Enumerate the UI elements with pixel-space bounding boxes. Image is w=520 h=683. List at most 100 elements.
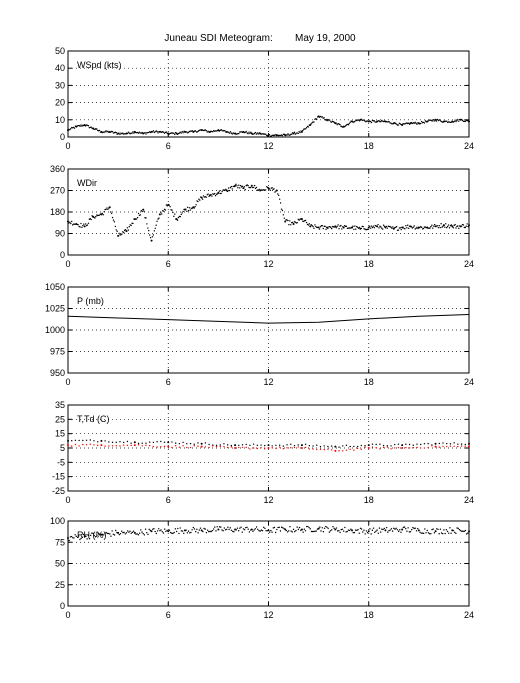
panel-2-series-0-dot-14-5 [188,207,191,209]
panel-5-series-0-dot-3-4 [122,531,124,534]
panel-1-series-0-dot-44-2 [436,118,439,121]
panel-5-series-0-dot-12-5 [273,526,276,529]
panel-5-series-0-dot-19-4 [389,529,391,531]
panel-5-series-0-dot-21-10 [430,533,432,535]
panel-4-series-1-dot-1-8 [130,444,132,447]
panel-5-series-0-dot-12-11 [280,526,283,528]
panel-1-xtick-label-3: 18 [364,141,374,151]
panel-2-series-0-dot-40-5 [406,227,408,229]
panel-5-series-0-dot-15-6 [325,525,327,528]
panel-1-series-0-dot-41-4 [413,122,415,124]
panel-2-series-0-dot-21-8 [250,186,252,189]
panel-5-series-0-dot-11-12 [265,530,267,532]
panel-2-series-0-dot-31-1 [327,227,329,230]
panel-4-series-1-dot-7-7 [327,448,329,450]
panel-4-series-0-dot-11-2 [442,442,444,444]
panel-4-series-1-dot-6-3 [278,446,281,448]
panel-5-series-0-dot-4-5 [140,529,142,531]
panel-4-series-0-dot-9-5 [386,445,389,447]
panel-1-series-0-dot-32-1 [335,122,337,124]
panel-5-series-0-dot-17-5 [357,529,359,531]
panel-5-series-0-dot-9-6 [224,529,227,531]
panel-5-series-0-point-2 [100,533,103,536]
panel-2-series-0-dot-12-5 [172,211,174,214]
panel-5-series-0-dot-19-13 [400,531,402,534]
panel-2-series-0-point-2 [83,225,86,228]
panel-5-series-0-dot-4-1 [135,533,137,535]
panel-5-series-0-point-12 [267,529,270,532]
panel-2-series-0-dot-41-2 [411,227,414,229]
panel-5-series-0-dot-14-11 [314,530,316,533]
panel-4-series-1-dot-3-2 [174,445,177,447]
panel-1-series-0-dot-3-4 [96,128,98,130]
panel-5-series-0-dot-4-9 [144,528,147,530]
panel-5-series-0-dot-21-1 [419,531,421,533]
panel-2-series-0-dot-25-6 [281,209,284,212]
panel-2-series-0-dot-5-6 [114,225,117,228]
panel-4-series-0-dot-8-6 [356,445,359,448]
panel-5-series-0-dot-7-9 [194,530,197,533]
panel-4-ytick-label-4: 15 [55,429,65,439]
panel-5-series-0-dot-23-13 [467,532,469,534]
panel-1-series-0-dot-35-6 [365,121,367,123]
panel-2-series-0-dot-11-7 [165,204,168,206]
panel-2-series-0-dot-37-4 [380,226,382,228]
panel-5-series-0-dot-19-6 [391,530,394,532]
panel-2-series-0-dot-39-8 [400,228,402,231]
panel-5-series-0-dot-3-8 [126,530,129,532]
panel-2-series-0-dot-8-8 [141,210,143,213]
panel-2-series-0-dot-14-1 [185,208,187,210]
panel-5-series-0-dot-1-5 [89,534,92,537]
panel-1-xtick-label-4: 24 [464,141,474,151]
panel-2-series-0-dot-6-8 [124,228,127,231]
panel-4-series-0-dot-1-4 [115,441,117,444]
panel-2-series-0-dot-46-3 [454,223,456,226]
panel-4-series-1-dot-2-6 [156,446,158,448]
panel-2-series-0-dot-38-5 [389,225,391,228]
panel-2-series-0-dot-34-3 [354,225,356,227]
panel-5-series-0-dot-9-3 [221,529,223,531]
panel-4-series-0-dot-5-7 [260,444,262,446]
panel-1-series-0-dot-0-7 [73,127,76,129]
panel-3-ytick-label-3: 1025 [45,304,65,314]
panel-5-series-0-dot-16-7 [342,530,345,532]
panel-5-series-0-dot-18-11 [381,528,383,530]
panel-1-series-0-dot-46-3 [454,119,456,121]
panel-5-series-0-point-6 [167,530,170,533]
panel-2-xtick-label-0: 0 [65,259,70,269]
panel-1-series-0-dot-19-5 [230,132,233,134]
panel-5-series-0-dot-3-5 [123,531,125,534]
panel-1-series-0-dot-21-7 [249,132,251,135]
panel-5-xtick-label-1: 6 [166,610,171,620]
panel-4-ytick-label-1: -15 [52,472,65,482]
panel-5-series-0-dot-11-1 [252,530,254,533]
panel-4-series-0-dot-7-7 [327,445,329,448]
panel-5-series-0-dot-0-1 [68,539,70,542]
panel-1-series-0-dot-22-6 [256,132,259,134]
panel-5-series-0-dot-1-4 [88,538,91,540]
panel-4-series-1-dot-4-6 [223,445,225,448]
panel-5-series-0-dot-3-12 [131,531,134,534]
panel-5-series-0-dot-6-12 [181,530,184,532]
panel-4-series-0-dot-5-2 [241,444,244,446]
panel-5-series-0-dot-6-7 [175,530,178,533]
panel-5-series-0-dot-13-11 [297,528,300,531]
panel-5-series-0-dot-16-9 [345,531,347,533]
panel-1-series-0-dot-33-1 [343,125,346,128]
panel-4-series-1-dot-6-7 [293,446,296,449]
panel-4-series-0-dot-4-7 [226,444,229,446]
panel-4-series-1-point-11 [434,445,437,448]
panel-5-series-0-dot-13-7 [292,528,295,531]
panel-2-series-0-dot-41-1 [410,226,413,228]
panel-2-series-0-dot-47-3 [462,224,465,226]
panel-5-series-0-point-20 [401,528,404,531]
panel-1-series-0-dot-28-5 [305,126,308,129]
panel-2-series-0-dot-22-3 [253,184,256,187]
panel-4-label: T,Td (C) [77,414,110,424]
panel-1-series-0-dot-16-5 [205,129,208,132]
panel-4-series-0-dot-8-8 [364,445,366,447]
panel-5-series-0-point-11 [250,528,253,531]
panel-4-series-1-dot-6-5 [286,447,288,449]
panel-2-series-0-dot-37-7 [382,224,385,226]
panel-1-series-0-dot-42-3 [420,120,423,123]
